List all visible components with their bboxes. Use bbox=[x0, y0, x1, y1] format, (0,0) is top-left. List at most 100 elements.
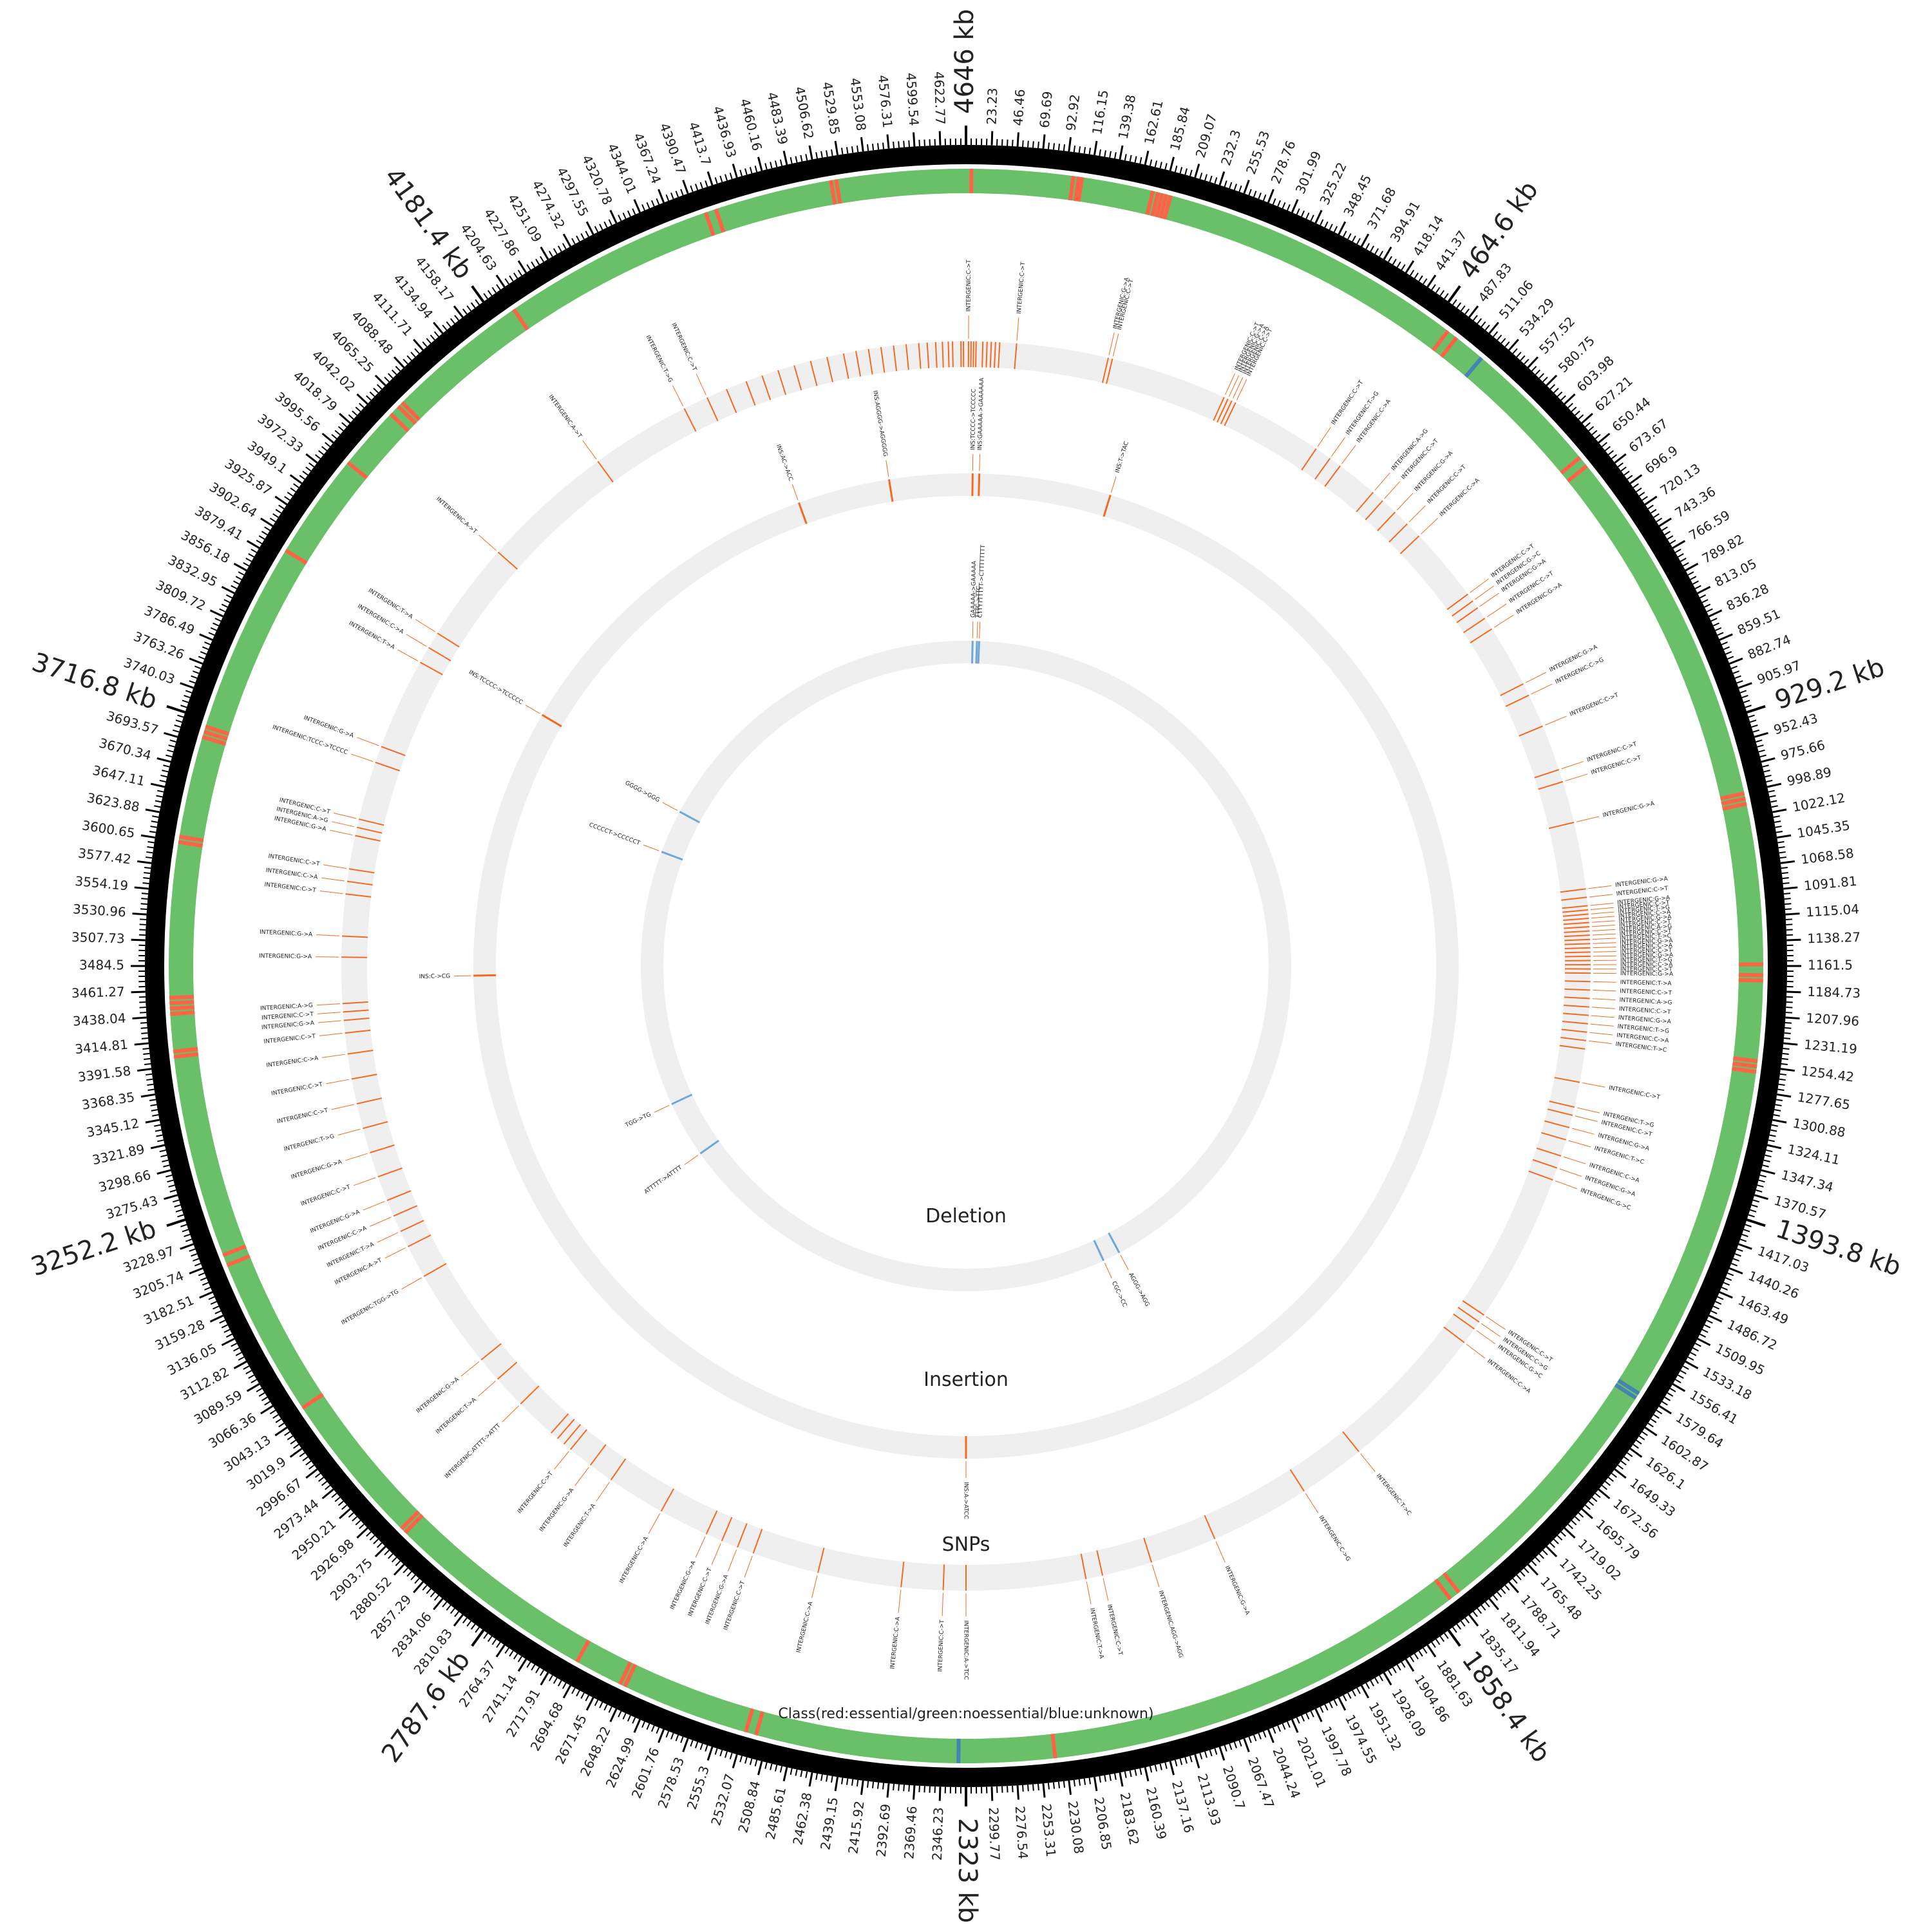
minor-tick bbox=[846, 1778, 849, 1785]
snp-mark bbox=[952, 341, 954, 368]
insertion-label: INS:AGGGG->AGGGGG bbox=[871, 390, 888, 457]
snp-leader bbox=[401, 1277, 422, 1290]
snp-mark bbox=[551, 1413, 569, 1434]
tick bbox=[732, 164, 738, 178]
minor-tick bbox=[599, 1701, 603, 1709]
essential-gene-mark bbox=[618, 1661, 632, 1685]
minor-tick bbox=[831, 149, 833, 156]
minor-tick bbox=[1779, 1078, 1786, 1081]
snp-leader bbox=[1086, 1581, 1092, 1605]
minor-tick bbox=[729, 173, 733, 180]
snp-leader bbox=[1571, 1128, 1595, 1135]
minor-tick bbox=[646, 1723, 650, 1730]
snp-leader bbox=[1475, 585, 1494, 600]
minor-tick bbox=[1607, 1477, 1614, 1482]
minor-tick bbox=[1129, 1770, 1132, 1777]
tick-label: 1138.27 bbox=[1807, 929, 1861, 947]
tick bbox=[1709, 609, 1723, 618]
tick-label: 2578.53 bbox=[655, 1755, 688, 1810]
snp-label: INTERGENIC:G->A bbox=[415, 1376, 461, 1415]
tick-label: 1161.5 bbox=[1808, 958, 1853, 973]
minor-tick bbox=[795, 1769, 798, 1776]
tick bbox=[732, 1754, 738, 1768]
minor-tick bbox=[219, 1320, 226, 1324]
essential-gene-mark bbox=[169, 1005, 194, 1011]
minor-tick bbox=[1199, 1752, 1203, 1759]
minor-tick bbox=[152, 815, 159, 818]
tick bbox=[562, 1685, 572, 1699]
minor-tick bbox=[1771, 1124, 1778, 1127]
tick bbox=[1144, 1766, 1150, 1782]
minor-tick bbox=[1638, 491, 1645, 497]
minor-tick bbox=[1414, 272, 1419, 279]
snp-leader bbox=[1592, 998, 1616, 1001]
tick-label: 4553.08 bbox=[847, 77, 869, 132]
minor-tick bbox=[410, 1575, 416, 1580]
minor-tick bbox=[1717, 632, 1724, 636]
minor-tick bbox=[1343, 231, 1347, 238]
minor-tick bbox=[318, 450, 325, 455]
tick bbox=[1672, 540, 1686, 549]
minor-tick bbox=[1757, 1184, 1764, 1188]
snp-mark bbox=[377, 1167, 402, 1178]
minor-tick bbox=[576, 1690, 580, 1697]
minor-tick bbox=[594, 225, 599, 232]
minor-tick bbox=[1253, 1734, 1257, 1741]
minor-tick bbox=[325, 1484, 331, 1490]
tick bbox=[585, 221, 594, 235]
snp-leader bbox=[672, 385, 684, 406]
minor-tick bbox=[200, 1277, 207, 1281]
essential-gene-mark bbox=[170, 1010, 195, 1016]
snp-mark bbox=[497, 551, 518, 570]
minor-tick bbox=[714, 1748, 718, 1755]
minor-tick bbox=[1238, 185, 1242, 193]
snp-label: INTERGENIC:C->A bbox=[1620, 961, 1673, 968]
snp-leader bbox=[1384, 481, 1401, 499]
minor-tick bbox=[337, 426, 344, 431]
snp-leader bbox=[898, 1589, 902, 1613]
snp-mark bbox=[1536, 1147, 1562, 1157]
snp-mark bbox=[1314, 458, 1331, 480]
minor-tick bbox=[1710, 618, 1718, 622]
tick bbox=[1672, 1383, 1686, 1392]
minor-tick bbox=[1601, 442, 1607, 448]
minor-tick bbox=[779, 1766, 783, 1773]
minor-tick bbox=[1725, 651, 1732, 655]
minor-tick bbox=[185, 690, 193, 694]
snp-leader bbox=[1151, 1564, 1160, 1587]
minor-tick bbox=[184, 695, 191, 699]
minor-tick bbox=[147, 846, 154, 849]
tick-label: 3368.35 bbox=[80, 1089, 135, 1113]
minor-tick bbox=[641, 204, 645, 211]
minor-tick bbox=[430, 1591, 435, 1598]
minor-tick bbox=[433, 331, 439, 337]
tick-label: 2160.39 bbox=[1143, 1786, 1170, 1841]
minor-tick bbox=[1392, 1667, 1397, 1674]
snp-mark bbox=[1143, 1537, 1153, 1563]
snp-mark bbox=[1540, 1132, 1566, 1141]
snp-mark bbox=[610, 1458, 627, 1481]
minor-tick bbox=[1734, 675, 1741, 679]
snp-mark bbox=[726, 388, 737, 413]
minor-tick bbox=[141, 1032, 148, 1034]
minor-tick bbox=[1611, 454, 1617, 460]
tick bbox=[1761, 757, 1776, 763]
essential-gene-mark bbox=[829, 180, 837, 205]
tick-label: 92.92 bbox=[1063, 93, 1083, 132]
essential-gene-mark bbox=[169, 994, 194, 1000]
minor-tick bbox=[1690, 576, 1697, 580]
tick bbox=[1546, 374, 1558, 386]
insertion-mark bbox=[797, 502, 808, 524]
tick bbox=[1709, 1314, 1723, 1323]
minor-tick bbox=[235, 1352, 242, 1356]
major-tick bbox=[1447, 285, 1461, 303]
snp-leader bbox=[331, 1104, 355, 1110]
snp-leader bbox=[363, 1201, 385, 1211]
minor-tick bbox=[391, 1557, 397, 1563]
minor-tick bbox=[1759, 754, 1766, 758]
major-tick-label: 4646 kb bbox=[950, 9, 980, 114]
snp-leader bbox=[1591, 1015, 1615, 1018]
minor-tick bbox=[231, 1343, 238, 1347]
tick-label: 3600.65 bbox=[81, 817, 136, 841]
minor-tick bbox=[149, 831, 156, 833]
